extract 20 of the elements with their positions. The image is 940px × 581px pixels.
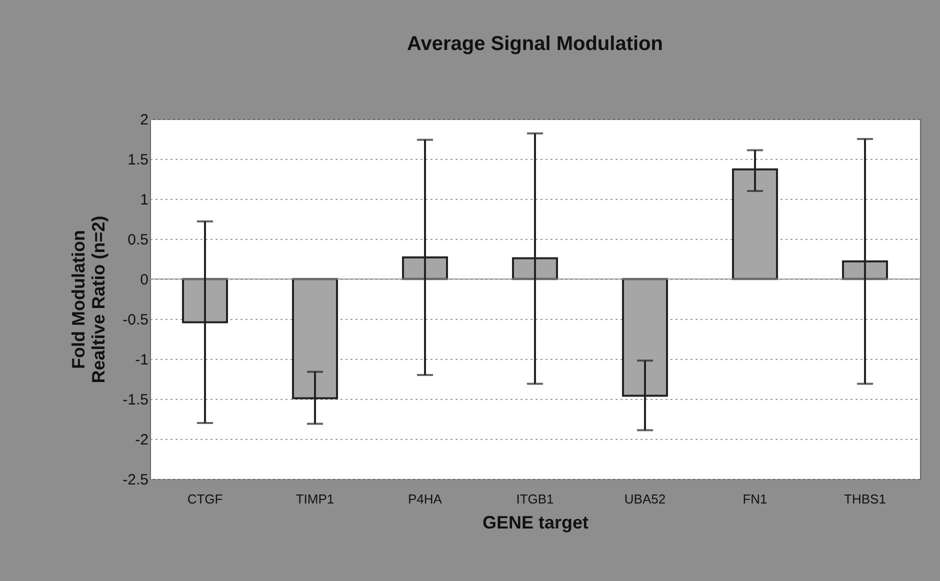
y-tick-label: 0 <box>140 272 148 288</box>
x-tick-label: CTGF <box>187 492 223 506</box>
x-tick-label: THBS1 <box>844 492 886 506</box>
x-tick-label: FN1 <box>742 492 768 506</box>
y-tick-label: -1.5 <box>122 392 148 408</box>
chart-title: Average Signal Modulation <box>407 33 663 55</box>
y-tick-label: 2 <box>140 112 148 128</box>
y-tick-label: 1 <box>140 192 148 208</box>
y-tick-label: 1.5 <box>128 152 148 168</box>
x-tick-label: P4HA <box>408 492 442 506</box>
y-tick-label: -1 <box>135 352 148 368</box>
x-tick-label: ITGB1 <box>516 492 554 506</box>
y-tick-label: 0.5 <box>128 232 148 248</box>
x-axis-title: GENE target <box>482 512 589 532</box>
y-tick-label: -0.5 <box>122 312 148 328</box>
x-tick-label: TIMP1 <box>296 492 334 506</box>
y-axis-title: Fold Modulation Realtive Ratio (n=2) <box>68 216 109 384</box>
x-tick-label: UBA52 <box>624 492 666 506</box>
y-tick-label: -2.5 <box>122 472 148 488</box>
y-tick-label: -2 <box>135 432 148 448</box>
